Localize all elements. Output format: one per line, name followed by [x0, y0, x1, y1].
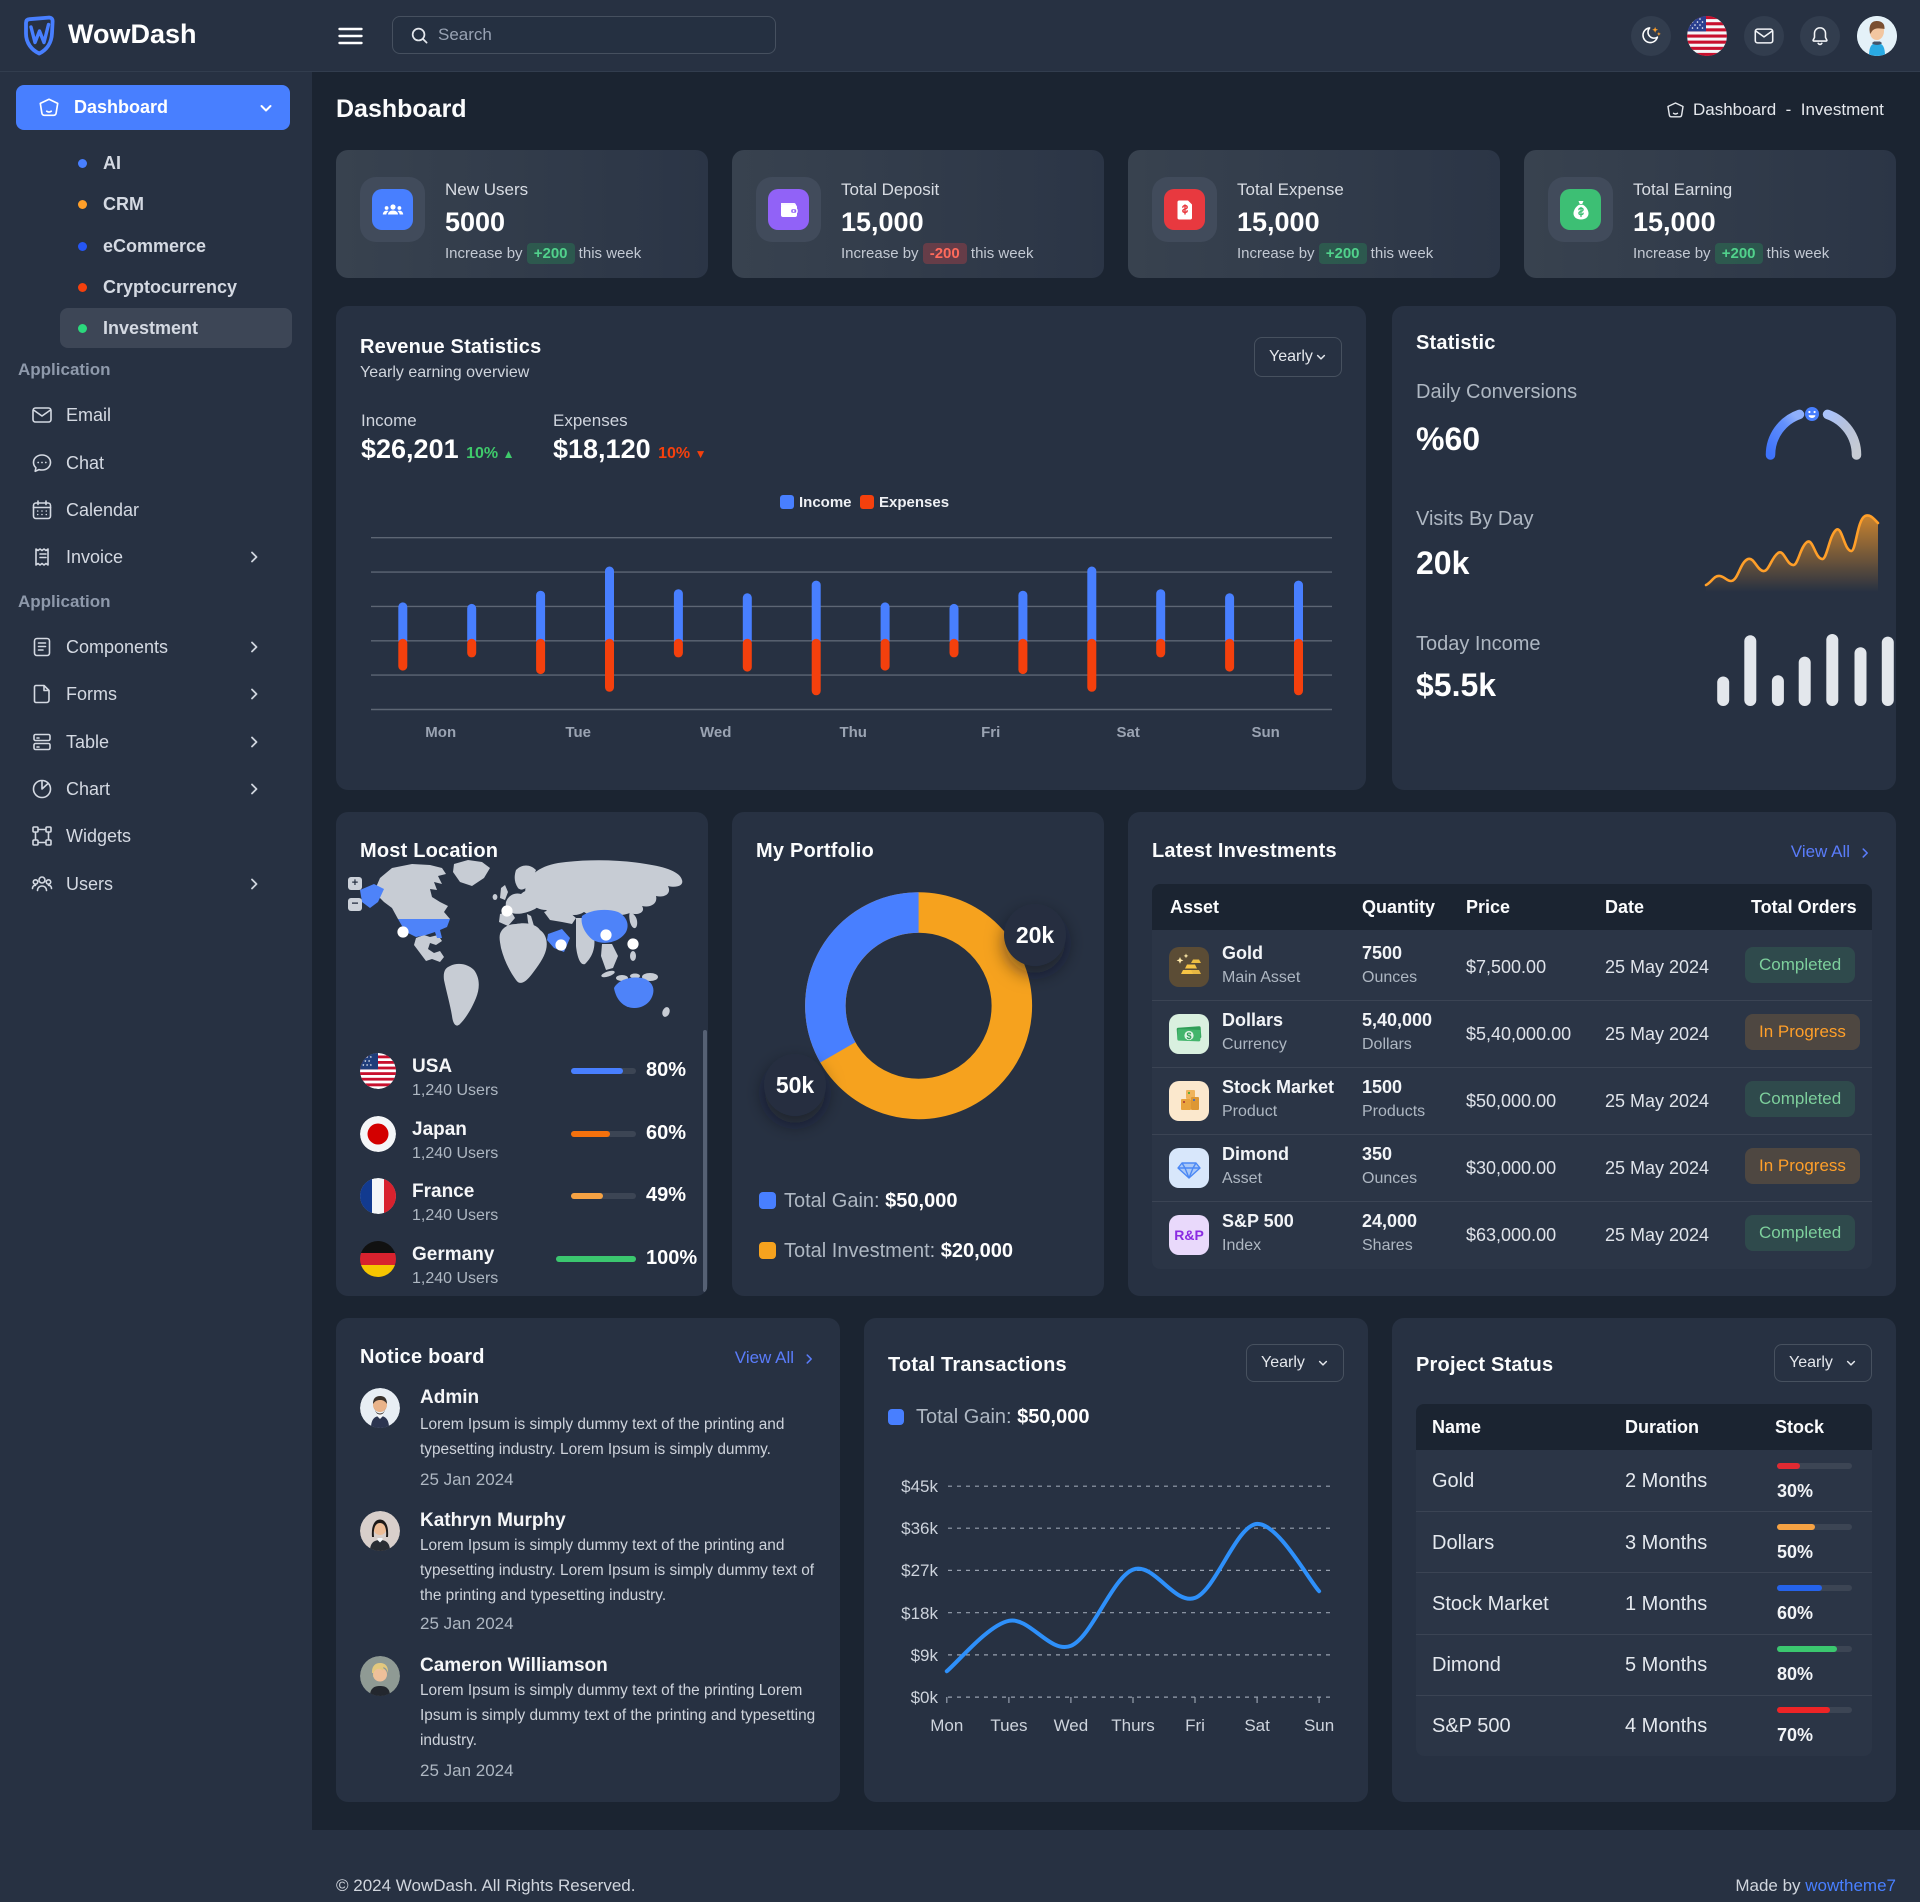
svg-text:Tue: Tue: [565, 724, 591, 741]
svg-text:Fri: Fri: [981, 724, 1000, 741]
svg-text:$9k: $9k: [911, 1646, 939, 1665]
svg-text:Income: Income: [799, 494, 852, 511]
svg-text:50k: 50k: [776, 1072, 815, 1098]
svg-text:Wed: Wed: [700, 724, 731, 741]
svg-text:Sun: Sun: [1304, 1716, 1334, 1735]
svg-text:$: $: [1186, 1031, 1191, 1041]
svg-text:★ ★: ★ ★: [364, 1059, 371, 1063]
svg-text:★ ★ ★: ★ ★ ★: [362, 1063, 372, 1067]
svg-text:★ ★ ★: ★ ★ ★: [362, 1055, 372, 1059]
svg-text:$27k: $27k: [901, 1561, 938, 1580]
svg-text:Thurs: Thurs: [1111, 1716, 1154, 1735]
svg-text:$45k: $45k: [901, 1477, 938, 1496]
svg-text:Sat: Sat: [1117, 724, 1140, 741]
svg-text:20k: 20k: [1016, 922, 1055, 948]
svg-text:Tues: Tues: [990, 1716, 1027, 1735]
svg-text:Wed: Wed: [1054, 1716, 1089, 1735]
svg-text:Mon: Mon: [930, 1716, 963, 1735]
svg-text:$36k: $36k: [901, 1519, 938, 1538]
svg-text:$18k: $18k: [901, 1604, 938, 1623]
svg-text:$0k: $0k: [911, 1688, 939, 1707]
svg-text:Fri: Fri: [1185, 1716, 1205, 1735]
svg-text:Expenses: Expenses: [879, 494, 949, 511]
svg-text:Mon: Mon: [425, 724, 456, 741]
svg-text:Thu: Thu: [839, 724, 867, 741]
svg-text:Sat: Sat: [1244, 1716, 1270, 1735]
svg-text:Sun: Sun: [1252, 724, 1280, 741]
